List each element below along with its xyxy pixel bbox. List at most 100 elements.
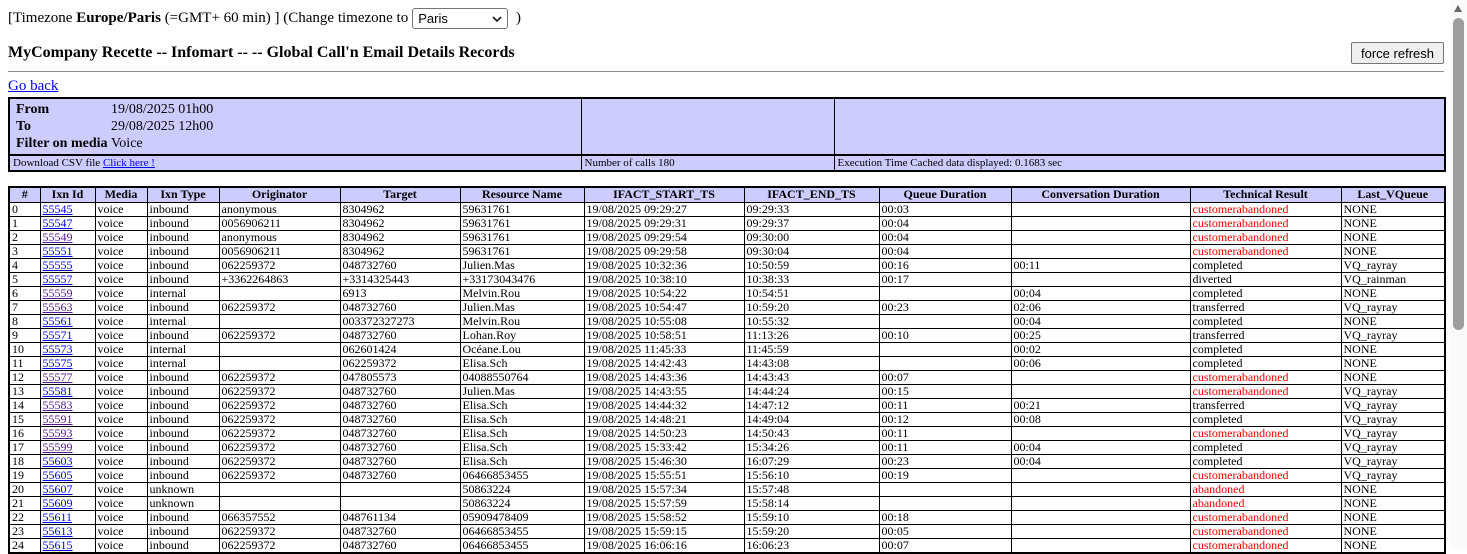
timezone-name: Europe/Paris — [76, 10, 161, 26]
ixn-id-link[interactable]: 55549 — [42, 230, 73, 244]
cell-last-vqueue: NONE — [1340, 313, 1446, 329]
cell-idx: 8 — [8, 313, 41, 329]
cell-media: voice — [94, 523, 148, 539]
cell-queue-dur: 00:05 — [878, 523, 1012, 539]
cell-start-ts: 19/08/2025 16:06:16 — [583, 537, 745, 553]
ixn-id-link[interactable]: 55561 — [42, 314, 73, 328]
ixn-id-link[interactable]: 55577 — [42, 370, 73, 384]
ixn-id-link[interactable]: 55547 — [42, 216, 73, 230]
records-table-body: 0 55545 voice inbound anonymous 8304962 596317… — [8, 201, 1446, 553]
cell-end-ts: 16:07:29 — [743, 453, 880, 469]
cell-resource: Julien.Mas — [459, 299, 585, 315]
ixn-id-link[interactable]: 55557 — [42, 272, 73, 286]
ixn-id-link[interactable]: 55545 — [42, 202, 73, 216]
timezone-select[interactable]: Paris — [412, 8, 509, 29]
cell-media: voice — [94, 327, 148, 343]
cell-target — [339, 495, 461, 511]
col-header-ixn-id: Ixn Id — [39, 186, 96, 203]
download-csv-link[interactable]: Click here ! — [102, 157, 155, 169]
cell-media: voice — [94, 439, 148, 455]
go-back-link[interactable]: Go back — [8, 78, 59, 94]
cell-result: abandoned — [1189, 481, 1342, 497]
cell-last-vqueue: VQ_rayray — [1340, 425, 1446, 441]
cell-originator — [218, 341, 341, 357]
cell-originator: anonymous — [218, 229, 341, 245]
cell-last-vqueue: NONE — [1340, 355, 1446, 371]
cell-ixn-id: 55549 — [39, 229, 96, 245]
ixn-id-link[interactable]: 55583 — [42, 398, 73, 412]
cell-conv-dur: 00:02 — [1010, 341, 1191, 357]
table-row: 2 55549 voice inbound anonymous 8304962 596317… — [8, 229, 1446, 245]
ixn-id-link[interactable]: 55559 — [42, 286, 73, 300]
cell-target — [339, 481, 461, 497]
cell-queue-dur — [878, 355, 1012, 371]
cell-resource: 59631761 — [459, 201, 585, 217]
cell-idx: 10 — [8, 341, 41, 357]
timezone-mid: (=GMT+ 60 min) ] (Change timezone to — [160, 10, 409, 26]
cell-ixn-id: 55559 — [39, 285, 96, 301]
cell-ixn-id: 55575 — [39, 355, 96, 371]
ixn-id-link[interactable]: 55609 — [42, 496, 73, 510]
cell-last-vqueue: NONE — [1340, 285, 1446, 301]
cell-originator — [218, 495, 341, 511]
cell-originator: 062259372 — [218, 439, 341, 455]
cell-start-ts: 19/08/2025 15:57:34 — [583, 481, 745, 497]
ixn-id-link[interactable]: 55613 — [42, 524, 73, 538]
scrollbar-thumb[interactable] — [1453, 18, 1464, 330]
cell-end-ts: 16:06:23 — [743, 537, 880, 553]
ixn-id-link[interactable]: 55615 — [42, 538, 73, 552]
cell-resource: 50863224 — [459, 495, 585, 511]
cell-target: 048732760 — [339, 411, 461, 427]
cell-last-vqueue: NONE — [1340, 481, 1446, 497]
ixn-id-link[interactable]: 55551 — [42, 244, 73, 258]
ixn-id-link[interactable]: 55591 — [42, 412, 73, 426]
cell-target: 062601424 — [339, 341, 461, 357]
ixn-id-link[interactable]: 55555 — [42, 258, 73, 272]
cell-media: voice — [94, 201, 148, 217]
cell-idx: 9 — [8, 327, 41, 343]
cell-ixn-type: inbound — [146, 243, 220, 259]
cell-ixn-id: 55591 — [39, 411, 96, 427]
ixn-id-link[interactable]: 55605 — [42, 468, 73, 482]
cell-result: transferred — [1189, 327, 1342, 343]
cell-last-vqueue: VQ_rayray — [1340, 411, 1446, 427]
ixn-id-link[interactable]: 55573 — [42, 342, 73, 356]
scrollbar-up-arrow-icon[interactable] — [1454, 5, 1462, 12]
cell-ixn-type: inbound — [146, 509, 220, 525]
table-row: 18 55603 voice inbound 062259372 048732760 Eli… — [8, 453, 1446, 469]
cell-ixn-id: 55599 — [39, 439, 96, 455]
cell-result: transferred — [1189, 397, 1342, 413]
cell-conv-dur — [1010, 467, 1191, 483]
cell-last-vqueue: VQ_rayray — [1340, 299, 1446, 315]
ixn-id-link[interactable]: 55563 — [42, 300, 73, 314]
cell-resource: 59631761 — [459, 243, 585, 259]
cell-queue-dur: 00:17 — [878, 271, 1012, 287]
cell-end-ts: 09:30:04 — [743, 243, 880, 259]
cell-queue-dur: 00:11 — [878, 425, 1012, 441]
ixn-id-link[interactable]: 55581 — [42, 384, 73, 398]
ixn-id-link[interactable]: 55571 — [42, 328, 73, 342]
cell-queue-dur: 00:04 — [878, 243, 1012, 259]
table-row: 6 55559 voice internal 6913 Melvin.Rou 19/08/2… — [8, 285, 1446, 301]
cell-end-ts: 10:55:32 — [743, 313, 880, 329]
ixn-id-link[interactable]: 55593 — [42, 426, 73, 440]
cell-conv-dur: 00:08 — [1010, 411, 1191, 427]
cell-queue-dur: 00:12 — [878, 411, 1012, 427]
ixn-id-link[interactable]: 55599 — [42, 440, 73, 454]
timezone-bar: [Timezone Europe/Paris (=GMT+ 60 min) ] … — [8, 8, 1444, 29]
timezone-prefix: [Timezone — [8, 10, 77, 26]
vertical-scrollbar[interactable] — [1450, 0, 1467, 547]
force-refresh-button[interactable]: force refresh — [1351, 42, 1444, 64]
cell-resource: Melvin.Rou — [459, 285, 585, 301]
cell-start-ts: 19/08/2025 15:57:59 — [583, 495, 745, 511]
cell-end-ts: 15:56:10 — [743, 467, 880, 483]
table-header-row: # Ixn Id Media Ixn Type Originator Targe… — [8, 186, 1446, 203]
table-row: 16 55593 voice inbound 062259372 048732760 Eli… — [8, 425, 1446, 441]
cell-idx: 6 — [8, 285, 41, 301]
cell-target: 8304962 — [339, 243, 461, 259]
ixn-id-link[interactable]: 55575 — [42, 356, 73, 370]
ixn-id-link[interactable]: 55603 — [42, 454, 73, 468]
ixn-id-link[interactable]: 55607 — [42, 482, 73, 496]
cell-media: voice — [94, 313, 148, 329]
ixn-id-link[interactable]: 55611 — [42, 510, 73, 524]
